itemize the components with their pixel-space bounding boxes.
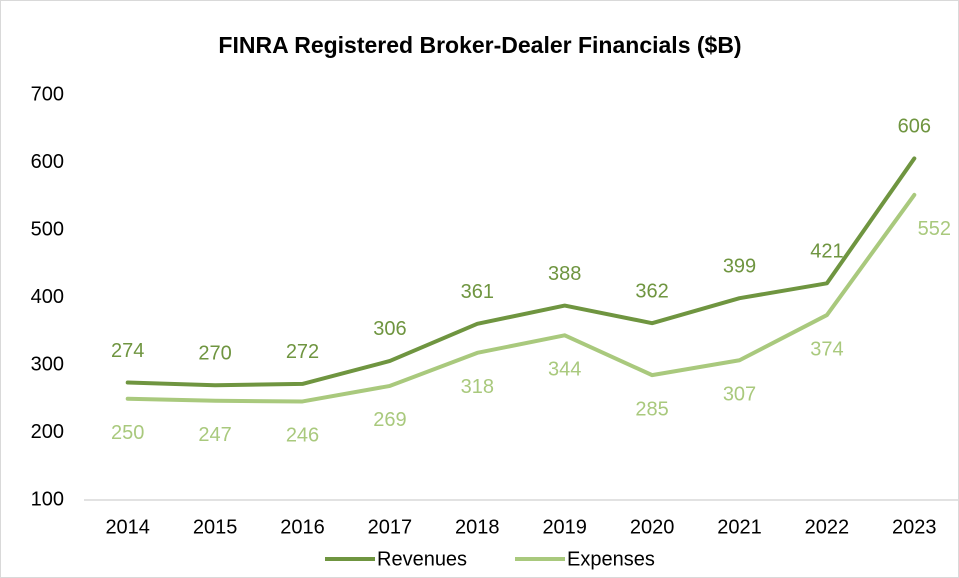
x-tick-label: 2014 (105, 516, 150, 538)
data-label: 306 (373, 318, 406, 340)
series-line (125, 156, 917, 388)
x-tick-label: 2020 (630, 516, 675, 538)
data-label: 421 (810, 241, 843, 263)
chart-title: FINRA Registered Broker-Dealer Financial… (218, 32, 741, 58)
data-label: 285 (635, 398, 668, 420)
x-tick-label: 2017 (368, 516, 413, 538)
data-label: 361 (461, 281, 494, 303)
data-label: 274 (111, 340, 144, 362)
y-tick-label: 200 (31, 421, 64, 443)
data-label: 246 (286, 425, 319, 447)
y-tick-label: 300 (31, 353, 64, 375)
legend-label: Revenues (377, 548, 467, 570)
data-label: 318 (461, 376, 494, 398)
x-tick-label: 2019 (542, 516, 587, 538)
x-tick-label: 2015 (193, 516, 238, 538)
data-label: 388 (548, 263, 581, 285)
data-label: 250 (111, 422, 144, 444)
data-label: 399 (723, 255, 756, 277)
x-tick-label: 2018 (455, 516, 500, 538)
data-label: 344 (548, 359, 581, 381)
data-label: 606 (898, 116, 931, 138)
data-label: 269 (373, 409, 406, 431)
data-label: 270 (198, 343, 231, 365)
x-tick-label: 2021 (717, 516, 762, 538)
data-label: 272 (286, 341, 319, 363)
y-tick-label: 100 (31, 488, 64, 510)
y-tick-label: 600 (31, 151, 64, 173)
series-line (125, 192, 917, 404)
data-label: 362 (635, 280, 668, 302)
data-label: 374 (810, 338, 843, 360)
x-tick-label: 2022 (805, 516, 850, 538)
data-label: 307 (723, 384, 756, 406)
legend-label: Expenses (567, 548, 655, 570)
y-tick-label: 500 (31, 218, 64, 240)
x-tick-label: 2023 (892, 516, 937, 538)
y-tick-label: 400 (31, 286, 64, 308)
y-tick-label: 700 (31, 83, 64, 105)
x-tick-label: 2016 (280, 516, 325, 538)
data-label: 552 (918, 218, 951, 240)
data-label: 247 (198, 424, 231, 446)
